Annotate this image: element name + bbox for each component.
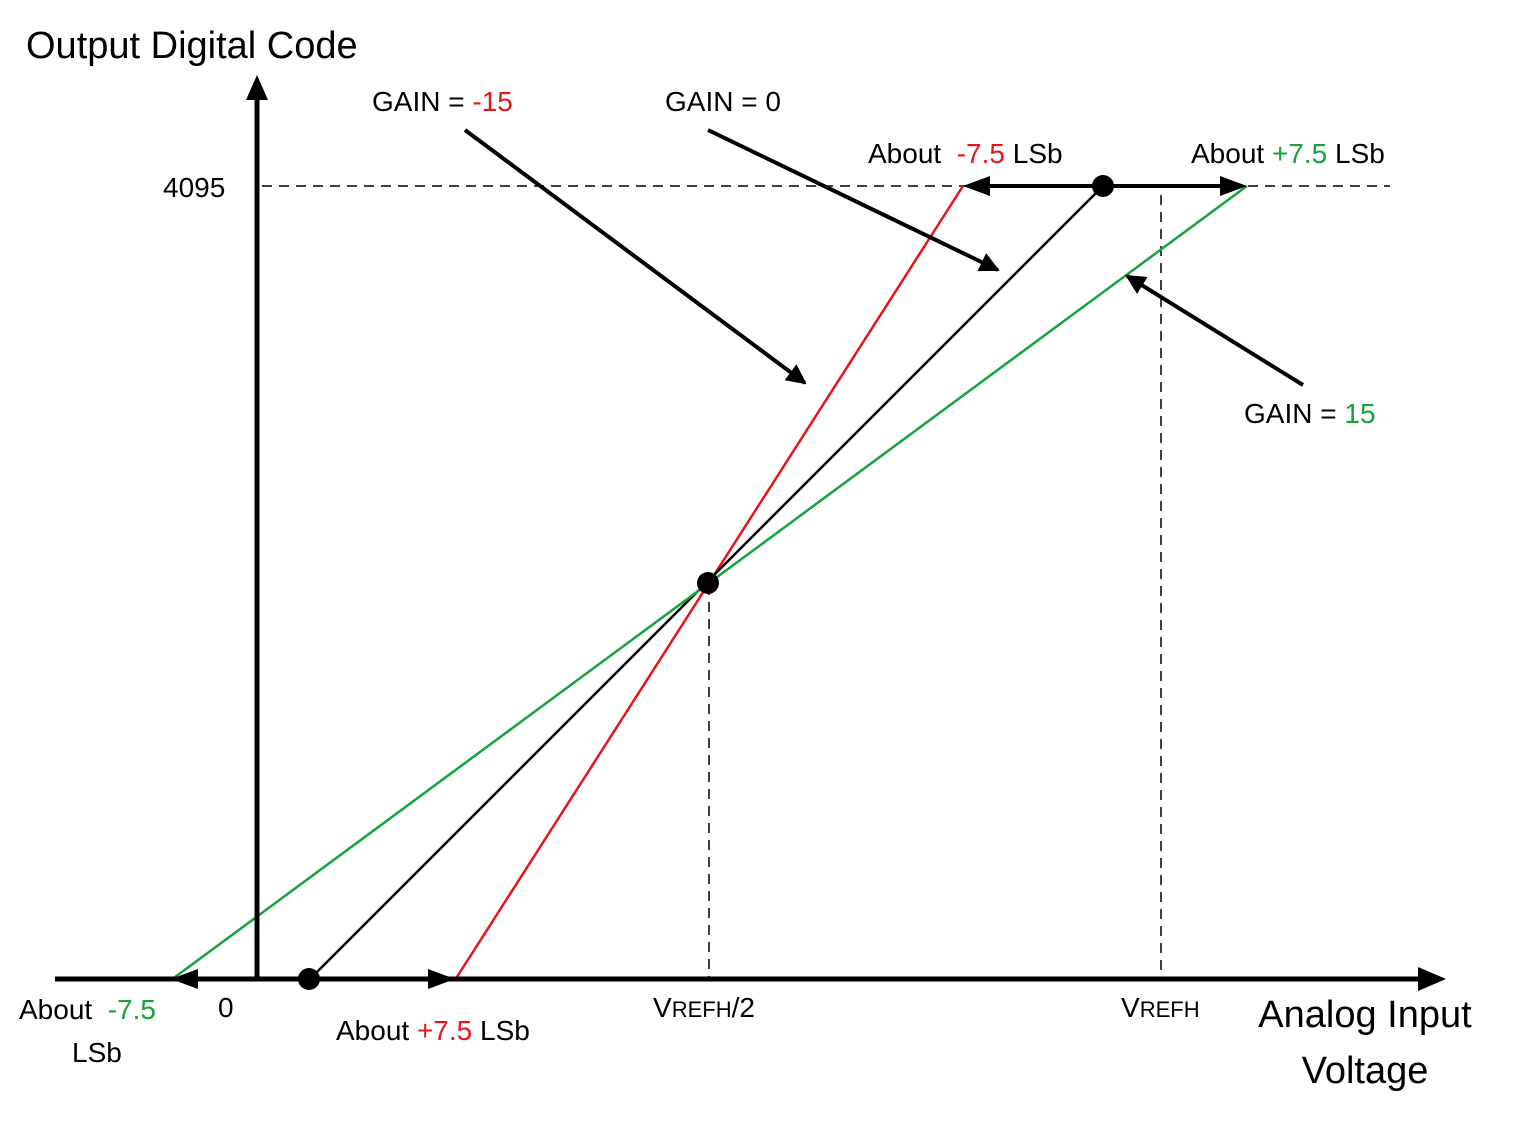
x-axis-arrowhead (1418, 967, 1446, 991)
top-neg-offset-label: About -7.5 LSb (868, 138, 1063, 169)
top-gain-zero-point (1092, 175, 1114, 197)
x-axis-title-line1: Analog Input (1258, 994, 1472, 1036)
y-tick-4095: 4095 (163, 172, 225, 203)
bottom-offset-arrowhead-right (428, 969, 455, 989)
midpoint-vrefh-half (697, 572, 719, 594)
gain-pos-pointer-arrow (1125, 274, 1305, 387)
top-offset-arrowhead-right (1220, 176, 1247, 196)
gain-zero-label: GAIN = 0 (665, 86, 781, 117)
y-axis-arrowhead (246, 75, 268, 100)
top-offset-arrowhead-left (963, 176, 990, 196)
x-tick-vrefh: VREFH (1121, 992, 1200, 1023)
bottom-neg-offset-label-line2: LSb (72, 1037, 122, 1068)
x-axis-title-line2: Voltage (1302, 1050, 1429, 1092)
x-tick-zero: 0 (218, 992, 234, 1023)
y-axis-title: Output Digital Code (26, 25, 358, 67)
bottom-offset-arrowhead-left (171, 969, 198, 989)
gain-zero-pointer-arrow (707, 128, 1000, 272)
gain-neg-pointer-arrow (463, 128, 807, 385)
top-pos-offset-label: About +7.5 LSb (1191, 138, 1385, 169)
bottom-neg-offset-label: About -7.5 (19, 994, 156, 1025)
gain-neg-label: GAIN = -15 (372, 86, 513, 117)
bottom-gain-zero-point (298, 968, 320, 990)
gain-pos-label: GAIN = 15 (1244, 398, 1376, 429)
x-tick-vrefh-half: VREFH/2 (653, 992, 755, 1023)
bottom-pos-offset-label: About +7.5 LSb (336, 1015, 530, 1046)
